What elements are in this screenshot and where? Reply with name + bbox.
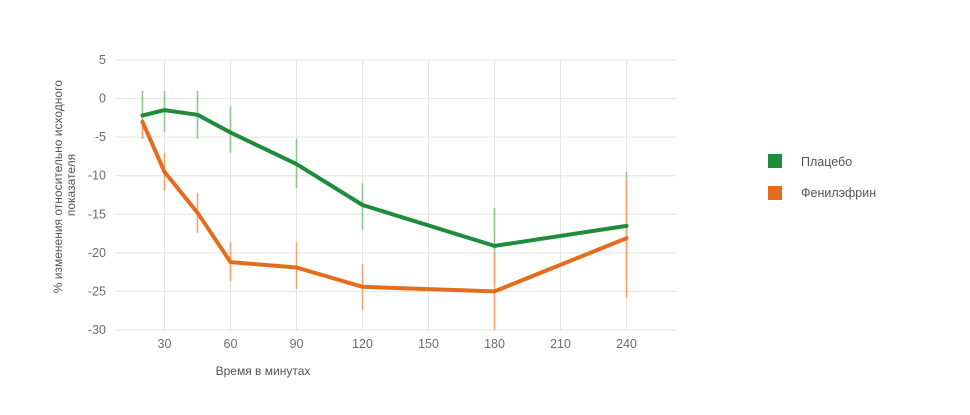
y-tick-label: -30 xyxy=(88,323,106,337)
x-axis-title: Время в минутах xyxy=(216,364,311,378)
series-lines xyxy=(140,108,629,294)
data-point-series-1 xyxy=(624,236,629,240)
data-point-series-1 xyxy=(294,265,299,270)
data-point-series-1 xyxy=(492,289,497,294)
data-point-series-1 xyxy=(162,170,167,174)
y-axis-title-line-2: показателя xyxy=(64,154,78,216)
data-point-series-1 xyxy=(140,119,145,124)
data-point-series-0 xyxy=(162,108,167,112)
series-line-0 xyxy=(140,108,629,248)
data-point-series-0 xyxy=(492,244,497,248)
y-tick-label: 0 xyxy=(99,92,106,106)
legend-item-placebo: Плацебо xyxy=(768,154,852,169)
y-tick-label: -5 xyxy=(95,130,106,144)
x-tick-label: 180 xyxy=(484,337,505,351)
y-tick-label: -25 xyxy=(88,284,106,298)
data-point-series-0 xyxy=(140,113,145,118)
legend-swatch-phenylephrine xyxy=(768,186,782,200)
data-point-series-1 xyxy=(228,260,233,264)
y-tick-label: -10 xyxy=(88,169,106,183)
y-axis-title: % изменения относительно исходного показ… xyxy=(51,77,78,293)
x-axis-tick-labels: 30 60 90 120 150 180 210 240 xyxy=(158,337,637,351)
x-tick-label: 210 xyxy=(550,337,571,351)
y-axis-tick-labels: 5 0 -5 -10 -15 -20 -25 -30 xyxy=(88,53,106,337)
data-point-series-0 xyxy=(294,162,299,166)
data-point-series-0 xyxy=(624,224,629,228)
legend: Плацебо Фенилэфрин xyxy=(768,154,876,200)
y-tick-label: -15 xyxy=(88,207,106,221)
legend-item-phenylephrine: Фенилэфрин xyxy=(768,186,876,200)
x-tick-label: 240 xyxy=(616,337,637,351)
y-tick-label: -20 xyxy=(88,246,106,260)
x-tick-label: 120 xyxy=(352,337,373,351)
legend-swatch-placebo xyxy=(768,154,782,168)
data-point-series-0 xyxy=(195,112,200,117)
y-tick-label: 5 xyxy=(99,53,106,67)
x-tick-label: 90 xyxy=(290,337,304,351)
x-tick-label: 150 xyxy=(418,337,439,351)
data-point-series-1 xyxy=(360,285,365,289)
data-point-series-0 xyxy=(228,130,233,135)
data-point-series-1 xyxy=(195,210,200,215)
data-point-series-0 xyxy=(360,203,365,207)
series-line-1 xyxy=(140,119,629,294)
y-axis-title-line-1: % изменения относительно исходного xyxy=(51,80,65,293)
x-tick-label: 60 xyxy=(224,337,238,351)
legend-label-phenylephrine: Фенилэфрин xyxy=(801,186,876,200)
x-tick-label: 30 xyxy=(158,337,172,351)
legend-label-placebo: Плацебо xyxy=(801,155,852,169)
